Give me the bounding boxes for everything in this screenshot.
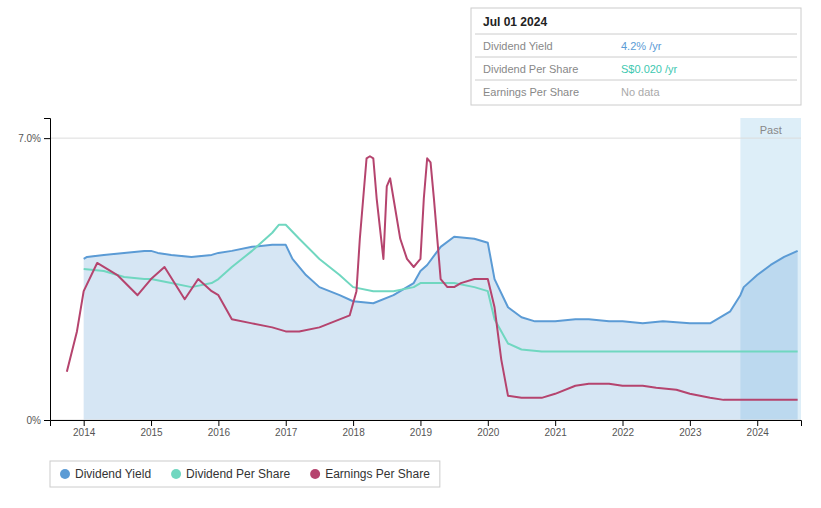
x-tick: 2024	[747, 420, 770, 438]
y-tick-label: 7.0%	[18, 133, 41, 144]
info-box-divider	[475, 34, 797, 35]
info-box-label: Dividend Per Share	[483, 63, 578, 75]
y-tick: 0%	[27, 415, 50, 426]
grid-line	[50, 138, 801, 139]
x-tick: 2014	[73, 420, 96, 438]
info-box-value: S$0.020 /yr	[621, 63, 678, 75]
grid-line	[50, 420, 801, 421]
x-tick-mark	[353, 420, 354, 426]
x-tick-label: 2020	[477, 427, 500, 438]
chart: 2014 2015 2016 2017 2018 2019 2020 2021 2022 2023…	[0, 0, 821, 508]
x-tick: 2023	[679, 420, 702, 438]
x-tick-label: 2016	[208, 427, 231, 438]
x-tick-mark	[151, 420, 152, 426]
plot-area	[50, 118, 801, 420]
series-line	[84, 225, 798, 352]
legend-swatch	[60, 469, 70, 479]
x-tick-label: 2023	[679, 427, 702, 438]
x-tick-label: 2015	[140, 427, 163, 438]
x-tick-label: 2018	[342, 427, 365, 438]
x-tick-mark	[84, 420, 85, 426]
y-axis: 0% 7.0%	[18, 119, 50, 426]
x-tick-label: 2024	[747, 427, 770, 438]
legend-item: Dividend Yield	[60, 467, 151, 481]
info-box-divider	[475, 57, 797, 58]
x-axis-line	[51, 421, 802, 427]
x-tick-label: 2014	[73, 427, 96, 438]
info-box-label: Dividend Yield	[483, 40, 553, 52]
series-line	[67, 156, 798, 400]
y-axis-line	[44, 119, 51, 421]
x-tick-label: 2022	[612, 427, 635, 438]
x-tick-mark	[420, 420, 421, 426]
legend-label: Dividend Per Share	[186, 467, 290, 481]
x-tick: 2022	[612, 420, 635, 438]
y-tick: 7.0%	[18, 133, 50, 144]
x-tick-mark	[690, 420, 691, 426]
x-tick: 2021	[545, 420, 568, 438]
x-tick: 2015	[140, 420, 163, 438]
x-tick-label: 2017	[275, 427, 298, 438]
legend-item: Earnings Per Share	[310, 467, 430, 481]
x-tick: 2019	[410, 420, 433, 438]
info-box-frame	[471, 8, 801, 105]
annotation: Past	[760, 124, 782, 136]
x-tick-label: 2021	[545, 427, 568, 438]
info-box-value: 4.2% /yr	[621, 40, 662, 52]
x-tick-mark	[488, 420, 489, 426]
x-tick-mark	[218, 420, 219, 426]
info-box-value: No data	[621, 86, 660, 98]
y-tick-label: 0%	[27, 415, 42, 426]
x-tick-label: 2019	[410, 427, 433, 438]
x-tick: 2016	[208, 420, 231, 438]
y-tick-mark	[44, 420, 50, 421]
info-box-label: Earnings Per Share	[483, 86, 579, 98]
x-axis: 2014 2015 2016 2017 2018 2019 2020 2021 2022 2023…	[51, 420, 802, 438]
legend: Dividend Yield Dividend Per Share Earnings…	[50, 461, 440, 487]
info-box-divider	[475, 80, 797, 81]
x-tick-mark	[757, 420, 758, 426]
legend-frame	[50, 461, 440, 487]
legend-label: Dividend Yield	[75, 467, 151, 481]
x-tick: 2018	[342, 420, 365, 438]
x-tick-mark	[555, 420, 556, 426]
legend-label: Earnings Per Share	[325, 467, 430, 481]
info-box-title: Jul 01 2024	[483, 15, 547, 29]
info-box: Jul 01 2024 Dividend Yield 4.2% /yr Dividen…	[471, 8, 801, 105]
x-tick-mark	[623, 420, 624, 426]
x-tick-mark	[286, 420, 287, 426]
y-tick-mark	[44, 138, 50, 139]
legend-item: Dividend Per Share	[171, 467, 290, 481]
area-fill	[84, 237, 798, 420]
legend-swatch	[171, 469, 181, 479]
x-tick: 2017	[275, 420, 298, 438]
legend-swatch	[310, 469, 320, 479]
x-tick: 2020	[477, 420, 500, 438]
